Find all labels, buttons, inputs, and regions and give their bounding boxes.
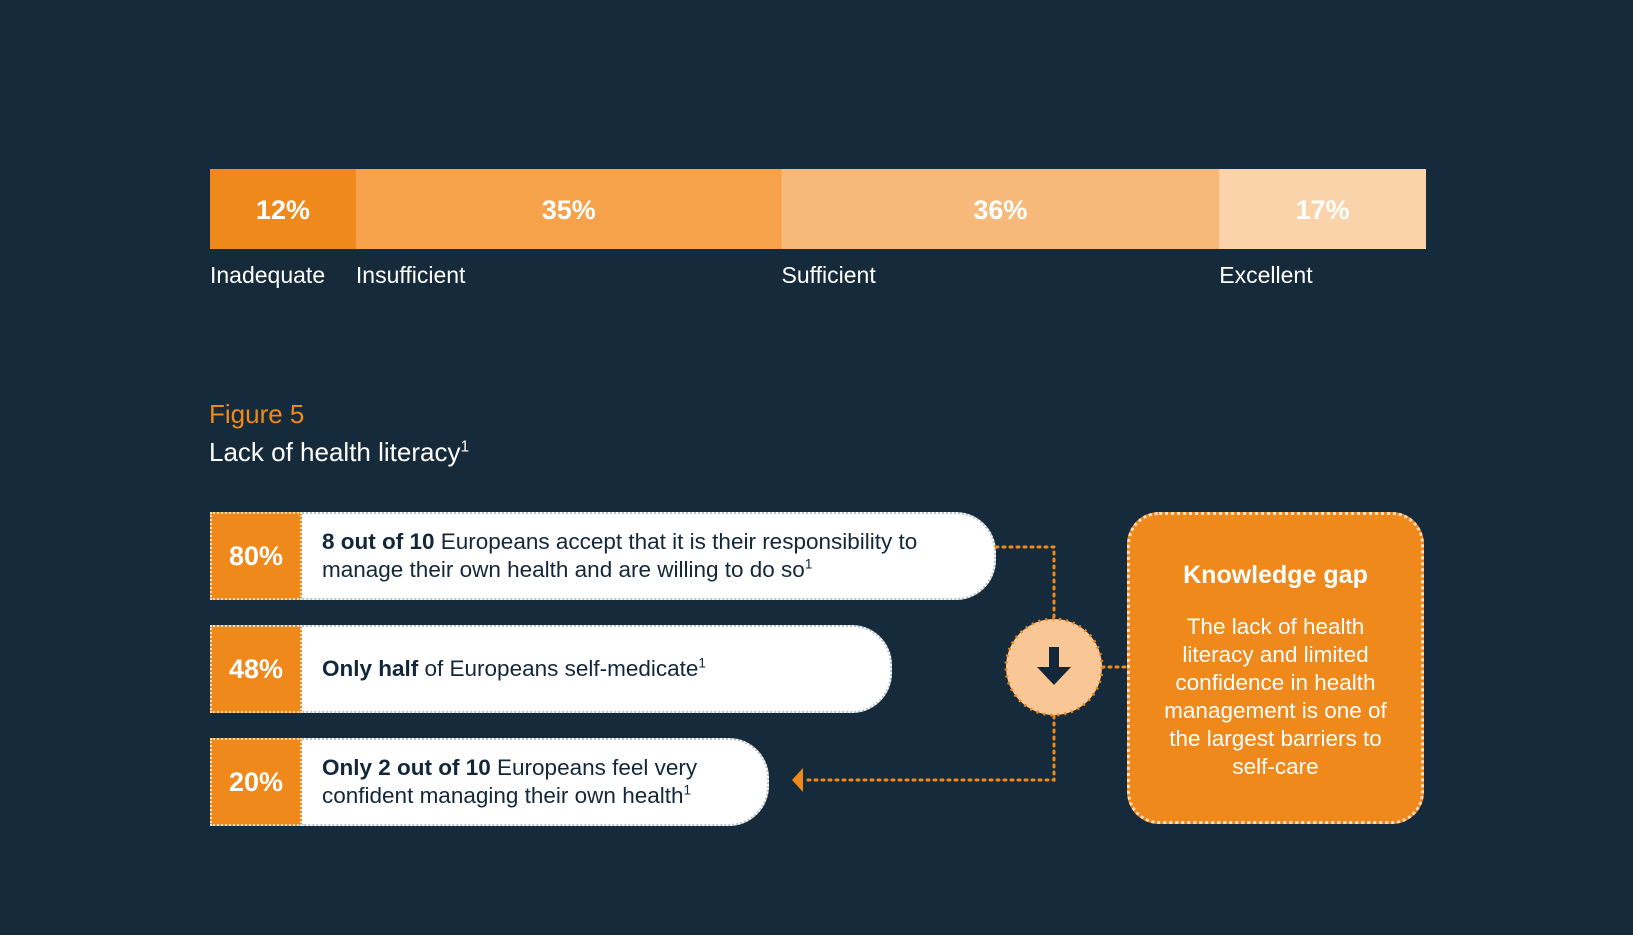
- stat-text-line2: manage their own health and are willing …: [322, 557, 805, 582]
- figure-title-text: Lack of health literacy: [209, 437, 461, 467]
- stat-text-box: Only half of Europeans self-medicate1: [302, 625, 892, 713]
- category-label-inadequate: Inadequate: [210, 262, 326, 288]
- bar-segment-sufficient: [781, 169, 1220, 249]
- stat-percent: 80%: [210, 512, 302, 600]
- figure-label: Figure 5: [209, 399, 305, 429]
- stat-text-box: Only 2 out of 10 Europeans feel very con…: [302, 738, 769, 826]
- knowledge-gap-title: Knowledge gap: [1183, 561, 1368, 589]
- stat-bold-text: Only half: [322, 656, 419, 681]
- stat-text-line1: of Europeans self-medicate: [418, 656, 699, 681]
- bar-segment-excellent: [1219, 169, 1426, 249]
- stat-text: Only half of Europeans self-medicate1: [322, 655, 706, 683]
- figure-title-footnote: 1: [460, 438, 470, 456]
- stat-text-box: 8 out of 10 Europeans accept that it is …: [302, 512, 996, 600]
- bar-value-label-inadequate: 12%: [256, 195, 310, 225]
- stat-percent: 48%: [210, 625, 302, 713]
- category-label-excellent: Excellent: [1219, 262, 1313, 288]
- bar-category-labels: Inadequate Insufficient Sufficient Excellen…: [210, 262, 1426, 294]
- stat-footnote: 1: [698, 655, 706, 671]
- bar-value-label-insufficient: 35%: [542, 195, 596, 225]
- circle-badge: [1004, 617, 1104, 717]
- stat-text: Only 2 out of 10 Europeans feel very con…: [322, 754, 697, 810]
- stat-text-line1: Europeans feel very: [490, 755, 698, 780]
- stat-text-line1: Europeans accept that it is their respon…: [434, 529, 918, 554]
- stat-text: 8 out of 10 Europeans accept that it is …: [322, 528, 917, 584]
- figure-title: Lack of health literacy1: [209, 437, 469, 468]
- bar-segment-inadequate: [210, 169, 357, 249]
- bar-value-label-sufficient: 36%: [973, 195, 1027, 225]
- category-label-insufficient: Insufficient: [355, 262, 466, 288]
- bar-value-label-excellent: 17%: [1296, 195, 1350, 225]
- bar-segment-insufficient: [355, 169, 783, 249]
- arrow-left-icon: [792, 768, 803, 792]
- knowledge-gap-body: The lack of health literacy and limited …: [1164, 614, 1387, 779]
- category-label-sufficient: Sufficient: [781, 262, 876, 288]
- arrow-down-icon: [1037, 647, 1071, 685]
- stat-bold-text: 8 out of 10: [322, 529, 435, 554]
- stat-text-line2: confident managing their own health: [322, 783, 684, 808]
- knowledge-gap-card: Knowledge gap The lack of health literac…: [1127, 512, 1424, 824]
- stacked-bar-chart: 12% 35% 36% 17%: [210, 169, 1426, 249]
- stat-bold-text: Only 2 out of 10: [322, 755, 491, 780]
- stat-percent: 20%: [210, 738, 302, 826]
- stat-footnote: 1: [683, 782, 692, 798]
- stat-footnote: 1: [804, 556, 813, 572]
